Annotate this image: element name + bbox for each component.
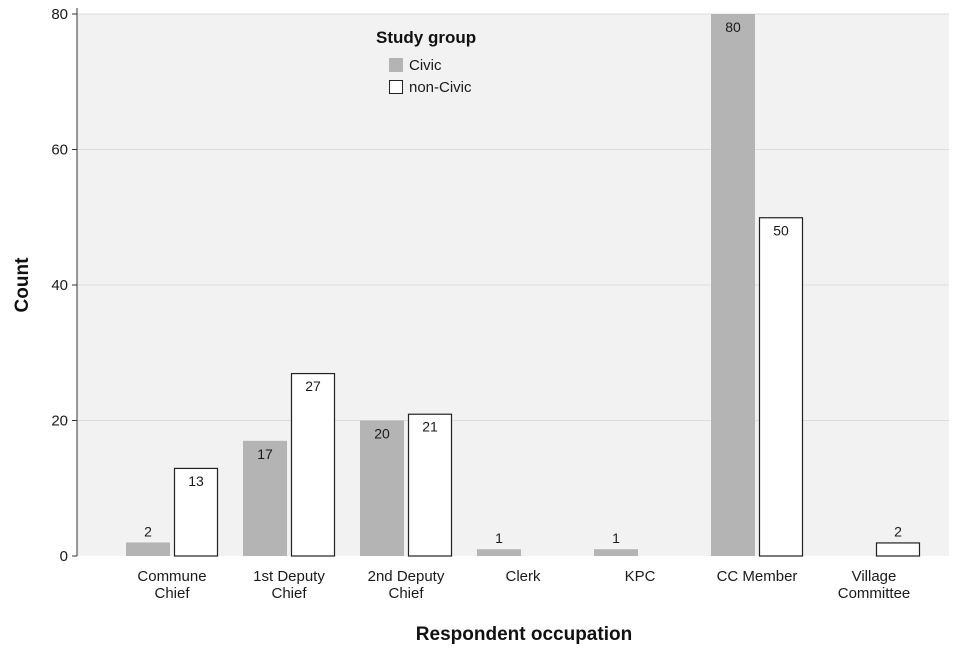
y-tick-label-2: 40	[51, 277, 68, 294]
bar-civic-3	[477, 549, 521, 556]
y-axis-title: Count	[12, 257, 33, 313]
x-tick-label-0-1: Chief	[154, 585, 190, 602]
data-label-civic-1: 17	[257, 446, 273, 462]
x-tick-label-6-1: Committee	[838, 585, 911, 602]
bar-civic-5	[711, 14, 755, 556]
data-label-non-civic-5: 50	[773, 222, 789, 238]
x-tick-label-1-0: 1st Deputy	[253, 568, 325, 585]
legend-title: Study group	[376, 28, 476, 47]
bar-non-civic-2	[407, 413, 453, 557]
data-label-non-civic-2: 21	[422, 419, 438, 435]
legend: Study group Civic non-Civic	[376, 28, 476, 96]
x-axis-title: Respondent occupation	[416, 624, 632, 645]
bar-non-civic-1	[290, 372, 336, 557]
y-tick-label-3: 60	[51, 142, 68, 159]
legend-swatch-non-civic	[389, 80, 403, 94]
bar-civic-2	[360, 420, 404, 556]
x-tick-label-1-1: Chief	[271, 585, 307, 602]
data-label-non-civic-0: 13	[188, 473, 204, 489]
data-label-civic-0: 2	[144, 523, 152, 539]
x-tick-label-6-0: Village	[852, 568, 897, 585]
data-label-civic-2: 20	[374, 426, 390, 442]
data-label-civic-5: 80	[725, 19, 741, 35]
y-tick-label-4: 80	[51, 6, 68, 23]
bar-non-civic-0	[173, 467, 219, 557]
x-tick-label-2-1: Chief	[388, 585, 424, 602]
bar-civic-1	[243, 440, 287, 556]
legend-swatch-civic	[389, 58, 403, 72]
x-tick-label-4-0: KPC	[625, 568, 656, 585]
data-label-civic-3: 1	[495, 530, 503, 546]
x-tick-label-5-0: CC Member	[717, 568, 798, 585]
legend-label-civic: Civic	[409, 57, 442, 74]
data-labels: 2 13 17 27 20 21 1 1 80 50 2	[144, 19, 902, 546]
y-tick-label-1: 20	[51, 413, 68, 430]
bar-civic-0	[126, 542, 170, 556]
y-tick-label-0: 0	[60, 548, 68, 565]
data-label-non-civic-1: 27	[305, 378, 321, 394]
bar-non-civic-5	[758, 217, 804, 557]
x-tick-label-3-0: Clerk	[505, 568, 541, 585]
data-label-civic-4: 1	[612, 530, 620, 546]
y-axis-ticks: 0 20 40 60 80	[51, 6, 77, 565]
bar-non-civic-6	[875, 542, 921, 557]
gridlines	[77, 13, 949, 421]
data-label-non-civic-6: 2	[894, 523, 902, 539]
x-tick-label-0-0: Commune	[137, 568, 206, 585]
legend-label-non-civic: non-Civic	[409, 79, 472, 96]
x-tick-label-2-0: 2nd Deputy	[368, 568, 445, 585]
bar-civic-4	[594, 549, 638, 556]
bars	[126, 14, 921, 557]
